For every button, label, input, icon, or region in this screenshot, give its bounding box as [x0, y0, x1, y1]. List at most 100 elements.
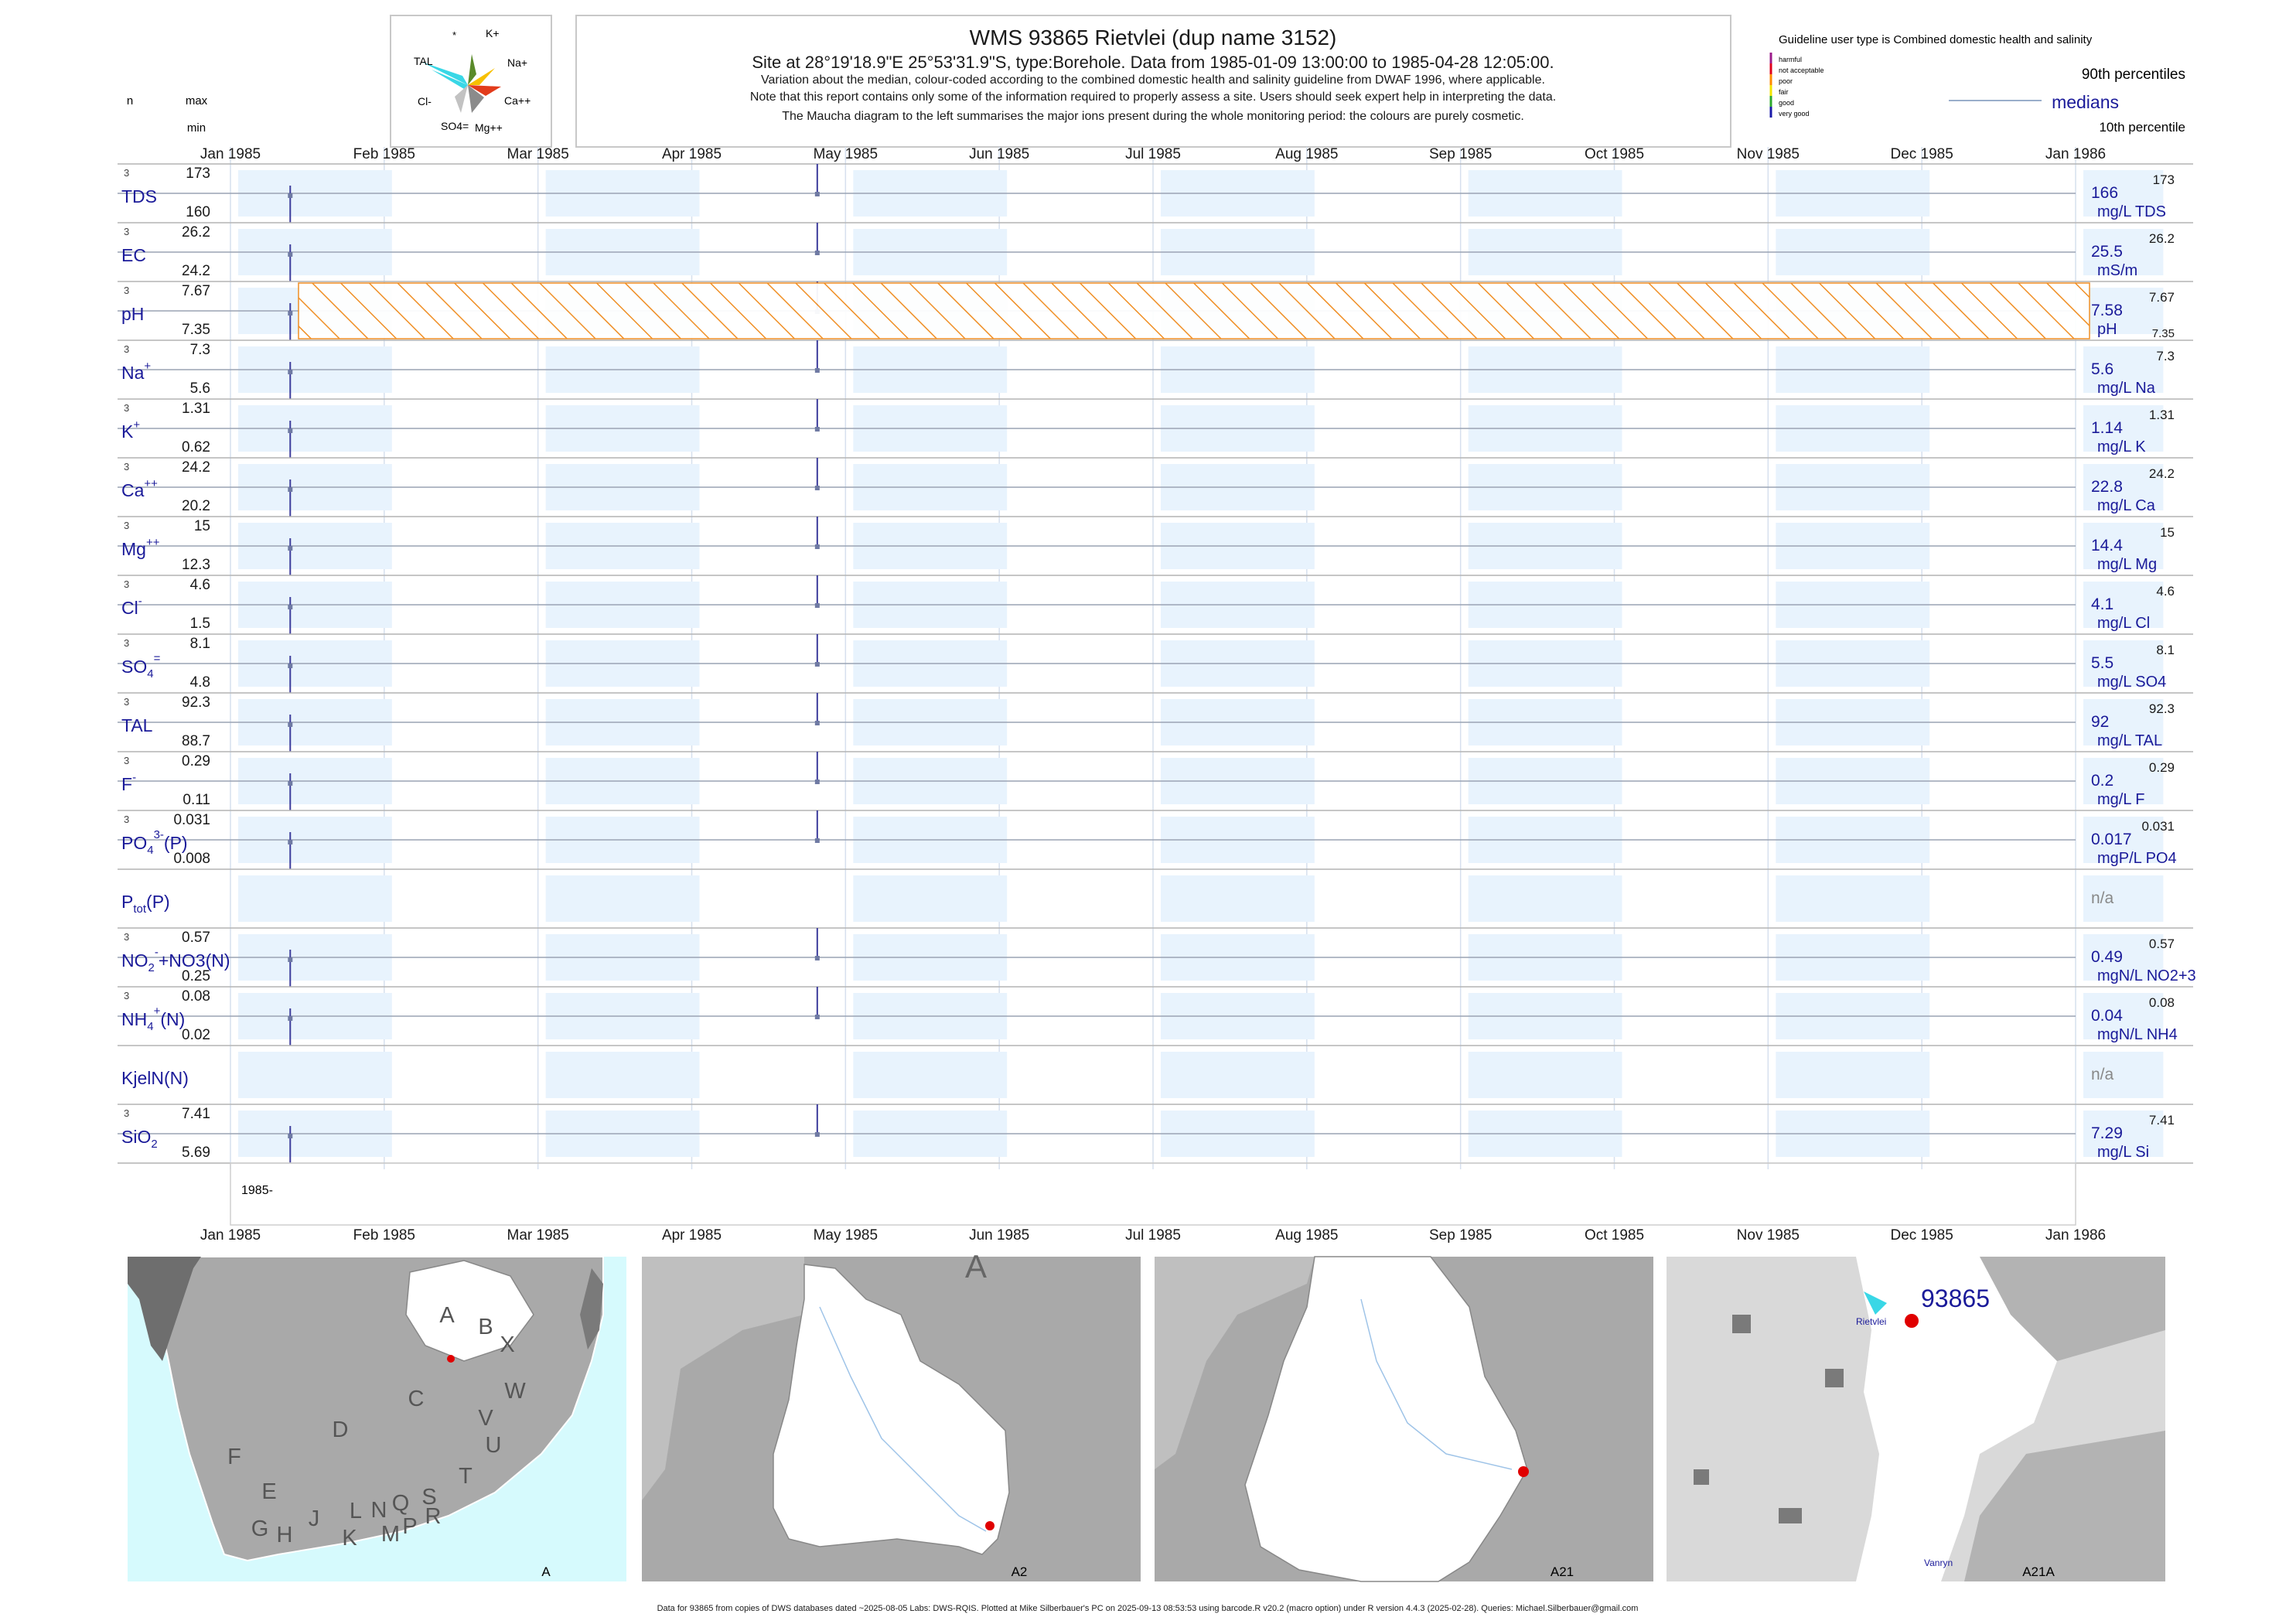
note-line-1: Variation about the median, colour-coded… — [761, 73, 1545, 87]
map-a21a-site-label: 93865 — [1921, 1285, 1990, 1312]
month-tick-bottom-3: Apr 1985 — [662, 1227, 722, 1244]
panel-3-sample-a-mark — [288, 370, 293, 374]
panel-12-band-6 — [2083, 875, 2164, 922]
panel-3-median: 5.6 — [2091, 360, 2113, 378]
note-line-3: The Maucha diagram to the left summarise… — [782, 110, 1524, 123]
panel-5-label: Ca++ — [121, 477, 158, 500]
panel-0-sample-b-mark — [814, 192, 820, 196]
title-box: WMS 93865 Rietvlei (dup name 3152) Site … — [575, 15, 1731, 148]
maucha-tal-segment — [421, 62, 468, 85]
map-a-letter-7: D — [333, 1418, 349, 1442]
month-tick-bottom-1: Feb 1985 — [353, 1227, 415, 1244]
panel-5-median: 22.8 — [2091, 478, 2123, 496]
month-tick-top-7: Aug 1985 — [1275, 146, 1338, 162]
map-a21a-place-2: Vanryn — [1924, 1557, 1953, 1568]
map-a2-letter-a: A — [965, 1248, 987, 1285]
panel-1-label: EC — [121, 245, 146, 265]
map-a-letter-20: R — [425, 1504, 442, 1529]
map-a-letter-0: A — [439, 1303, 455, 1328]
panel-14-label: NH4+(N) — [121, 1005, 185, 1033]
panel-6-sample-a-mark — [288, 546, 293, 551]
map-a21: A21 — [1155, 1256, 1653, 1582]
legend-cat-label-0: harmful — [1779, 56, 1802, 63]
panel-11-max: 0.031 — [173, 812, 210, 828]
panel-13-min: 0.25 — [182, 968, 210, 984]
map-a-letter-14: K — [342, 1526, 357, 1551]
panel-14-label-sup: + — [154, 1005, 161, 1018]
panel-8-n: 3 — [124, 637, 129, 649]
panel-4-max: 1.31 — [182, 401, 210, 417]
legend-categories: harmful not acceptable poor fair good very go… — [1769, 53, 1824, 118]
panel-6-label: Mg++ — [121, 536, 160, 559]
panel-1-median: 25.5 — [2091, 243, 2123, 261]
note-line-2: Note that this report contains only some… — [750, 90, 1556, 104]
panel-7-sample-a-mark — [288, 605, 293, 609]
panel-10-p90: 0.29 — [2149, 760, 2175, 775]
panel-10-median: 0.2 — [2091, 772, 2113, 790]
panel-7-unit: mg/L Cl — [2097, 615, 2150, 632]
map-a-letter-12: H — [277, 1523, 293, 1547]
panel-1-sample-a-mark — [288, 252, 293, 257]
map-a21-catchment — [1244, 1256, 1528, 1582]
map-a-label: A — [541, 1564, 551, 1579]
panel-15-median: n/a — [2091, 1066, 2114, 1083]
panel-16-unit: mg/L Si — [2097, 1144, 2149, 1161]
panel-15-band-4 — [1468, 1052, 1622, 1098]
panel-2-label: pH — [121, 304, 144, 324]
maucha-diagram: * K+ Na+ Ca++ Mg++ SO4= Cl- TAL — [390, 15, 552, 148]
panel-9-label: TAL — [121, 715, 153, 735]
panel-6-n: 3 — [124, 520, 129, 531]
map-a2-label: A2 — [1012, 1564, 1028, 1579]
panel-16-min: 5.69 — [182, 1145, 210, 1161]
map-a-letter-15: L — [350, 1499, 362, 1523]
panel-8-p90: 8.1 — [2156, 643, 2175, 657]
panel-9-sample-a-mark — [288, 722, 293, 727]
month-tick-bottom-4: May 1985 — [814, 1227, 878, 1244]
map-a-letter-19: Q — [392, 1491, 410, 1516]
panel-8-median: 5.5 — [2091, 654, 2113, 672]
year-label: 1985- — [241, 1184, 273, 1197]
month-tick-top-9: Oct 1985 — [1585, 146, 1644, 162]
month-tick-bottom-5: Jun 1985 — [969, 1227, 1029, 1244]
panel-6-sample-b-mark — [814, 544, 820, 549]
panel-12-band-3 — [1161, 875, 1315, 922]
legend-cat-label-5: very good — [1779, 110, 1810, 118]
map-a-letter-10: E — [261, 1479, 276, 1504]
panel-5-sample-b-mark — [814, 486, 820, 490]
month-tick-bottom-10: Nov 1985 — [1737, 1227, 1800, 1244]
panel-15-band-3 — [1161, 1052, 1315, 1098]
column-n-header: n — [127, 94, 133, 107]
panel-14-sample-b-mark — [814, 1015, 820, 1019]
panel-1-p90: 26.2 — [2149, 231, 2175, 246]
map-a21a-north — [1980, 1257, 2165, 1361]
panel-8-label-sup: = — [154, 652, 161, 665]
panel-1-min: 24.2 — [182, 263, 210, 279]
month-tick-bottom-8: Sep 1985 — [1429, 1227, 1492, 1244]
panel-15-band-6 — [2083, 1052, 2164, 1098]
panel-2-median: 7.58 — [2091, 302, 2123, 319]
page-subtitle: Site at 28°19'18.9"E 25°53'31.9"S, type:… — [752, 53, 1554, 72]
panel-0-p90: 173 — [2153, 172, 2175, 187]
map-a-letter-5: V — [478, 1406, 493, 1431]
panel-9-n: 3 — [124, 696, 129, 708]
maucha-label-4: Mg++ — [475, 121, 503, 134]
panel-2-p90: 7.67 — [2149, 290, 2175, 305]
panel-10-n: 3 — [124, 755, 129, 766]
panel-13-p90: 0.57 — [2149, 937, 2175, 951]
month-tick-bottom-9: Oct 1985 — [1585, 1227, 1644, 1244]
panel-15-band-0 — [238, 1052, 392, 1098]
panel-12-median: n/a — [2091, 889, 2114, 907]
map-a21a-south — [1964, 1431, 2165, 1581]
panel-1-n: 3 — [124, 226, 129, 237]
month-tick-top-11: Dec 1985 — [1890, 146, 1953, 162]
maucha-label-1: K+ — [486, 27, 500, 39]
panel-12-band-4 — [1468, 875, 1622, 922]
panel-4-label: K+ — [121, 418, 140, 442]
map-a-letter-2: X — [500, 1332, 514, 1357]
panel-1-unit: mS/m — [2097, 262, 2137, 279]
panel-9-median: 92 — [2091, 713, 2109, 731]
panel-7-label: Cl- — [121, 595, 142, 618]
panel-0-max: 173 — [186, 165, 210, 182]
